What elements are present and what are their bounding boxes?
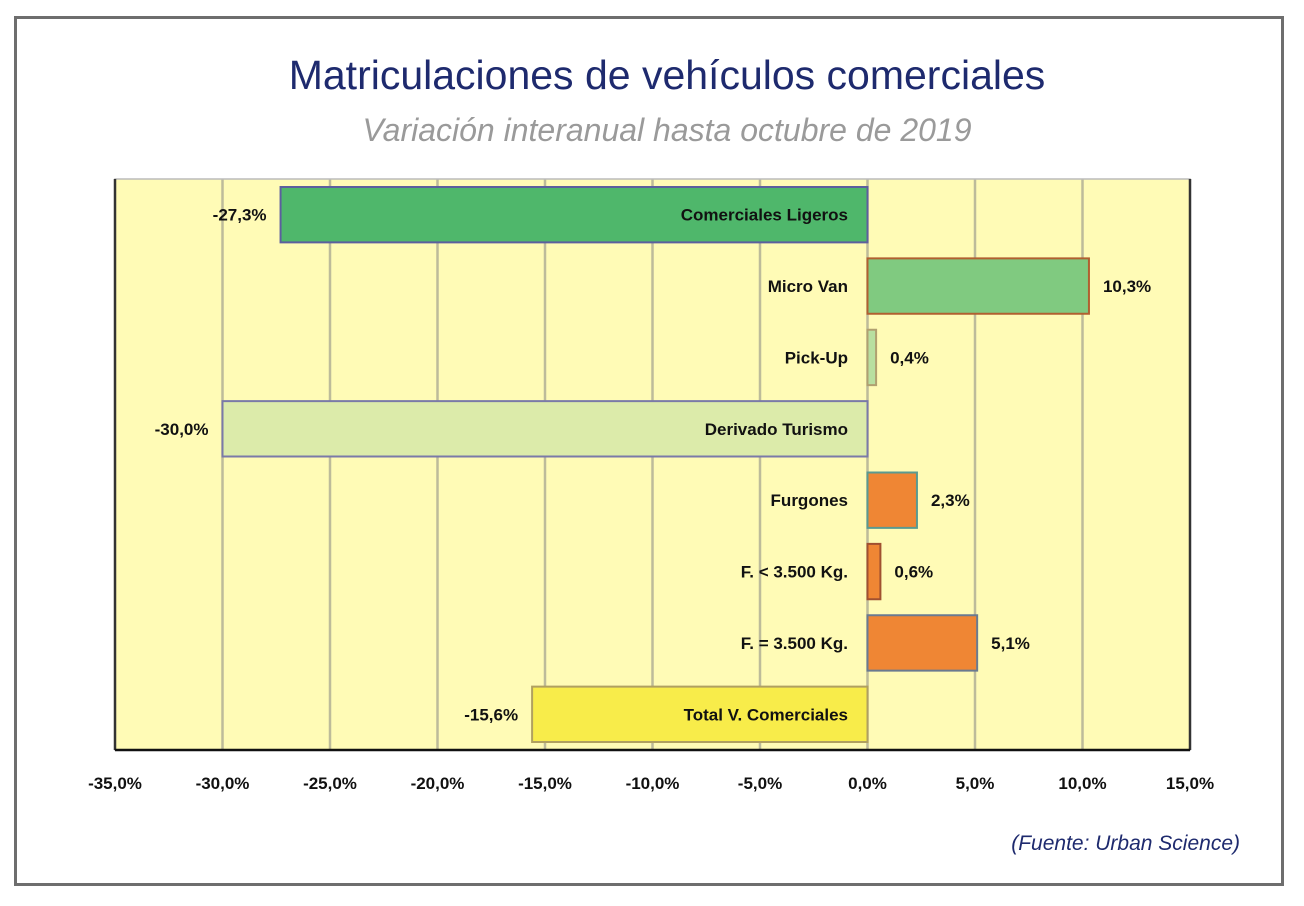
x-tick-label: -20,0% [411,774,465,793]
data-label: 2,3% [931,491,970,510]
x-tick-label: -35,0% [88,774,142,793]
data-label: -27,3% [213,206,267,225]
bar [866,328,878,387]
category-label: Furgones [771,491,848,510]
bar [531,685,869,743]
category-label: Derivado Turismo [705,420,848,439]
x-tick-label: -30,0% [196,774,250,793]
chart-frame [14,16,1284,886]
category-label: Pick-Up [785,348,848,367]
bar [866,614,979,672]
data-label: 5,1% [991,634,1030,653]
x-tick-label: 10,0% [1058,774,1106,793]
data-label: -30,0% [155,420,209,439]
category-label: Micro Van [768,277,848,296]
x-tick-label: -10,0% [626,774,680,793]
category-label: F. < 3.500 Kg. [741,563,848,582]
data-label: 10,3% [1103,277,1151,296]
x-tick-label: 0,0% [848,774,887,793]
x-tick-label: 15,0% [1166,774,1214,793]
source-note: (Fuente: Urban Science) [1011,832,1240,855]
category-label: Comerciales Ligeros [681,206,848,225]
bar [866,257,1090,315]
bar [866,542,882,601]
data-label: -15,6% [464,705,518,724]
x-tick-label: -25,0% [303,774,357,793]
data-label: 0,4% [890,348,929,367]
x-tick-label: -15,0% [518,774,572,793]
category-label: Total V. Comerciales [684,705,848,724]
category-label: F. = 3.500 Kg. [741,634,848,653]
data-label: 0,6% [894,563,933,582]
chart-subtitle: Variación interanual hasta octubre de 20… [362,112,972,148]
bar [221,400,869,458]
x-tick-label: -5,0% [738,774,782,793]
bar [279,186,869,244]
chart-title: Matriculaciones de vehículos comerciales [288,52,1046,98]
x-tick-label: 5,0% [956,774,995,793]
bar [866,471,918,529]
